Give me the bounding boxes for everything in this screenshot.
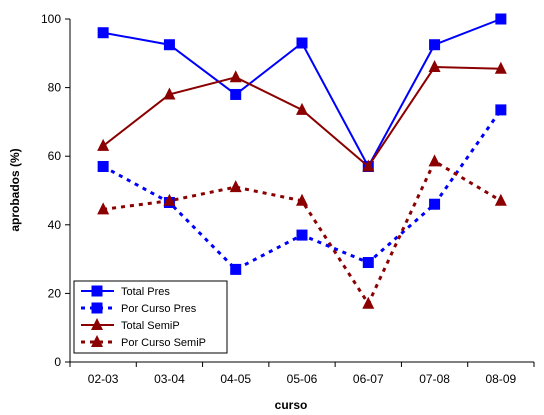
series-por-curso-pres bbox=[97, 104, 507, 275]
series-line-total-semip bbox=[102, 66, 501, 168]
legend-swatch-marker bbox=[91, 285, 103, 297]
data-point-por-curso-pres bbox=[495, 104, 507, 116]
x-tick-label: 06-07 bbox=[353, 372, 384, 386]
x-tick-label: 04-05 bbox=[220, 372, 251, 386]
legend-label: Total Pres bbox=[121, 286, 170, 298]
y-tick-label: 100 bbox=[41, 12, 61, 26]
data-point-total-semip bbox=[296, 102, 308, 115]
legend-item-por-curso-pres: Por Curso Pres bbox=[81, 302, 197, 315]
x-tick-label: 02-03 bbox=[88, 372, 119, 386]
data-point-total-pres bbox=[429, 39, 441, 51]
data-point-por-curso-semip bbox=[97, 202, 110, 215]
legend-item-por-curso-semip: Por Curso SemiP bbox=[81, 335, 206, 349]
series-por-curso-semip bbox=[97, 154, 507, 309]
x-tick-label: 07-08 bbox=[419, 372, 450, 386]
data-point-por-curso-pres bbox=[429, 198, 441, 210]
data-point-total-pres bbox=[97, 27, 109, 39]
y-tick-label: 20 bbox=[48, 286, 62, 300]
series-total-semip bbox=[97, 60, 507, 172]
data-point-por-curso-pres bbox=[362, 257, 374, 269]
data-point-total-pres bbox=[163, 39, 175, 51]
legend-item-total-semip: Total SemiP bbox=[81, 318, 180, 332]
x-tick-label: 05-06 bbox=[287, 372, 318, 386]
data-point-total-semip bbox=[362, 159, 375, 172]
x-axis-title: curso bbox=[275, 398, 308, 412]
data-point-total-semip bbox=[428, 60, 441, 73]
y-tick-label: 0 bbox=[54, 355, 61, 369]
legend-swatch-marker bbox=[91, 302, 103, 314]
data-point-total-pres bbox=[296, 37, 308, 49]
legend: Total Pres Por Curso Pres Total SemiP Por C… bbox=[73, 280, 228, 354]
x-tick-label: 03-04 bbox=[154, 372, 185, 386]
data-point-por-curso-semip bbox=[494, 193, 507, 206]
data-point-por-curso-pres bbox=[97, 160, 109, 172]
y-tick-label: 80 bbox=[48, 81, 62, 95]
data-point-total-pres bbox=[495, 13, 507, 25]
data-point-por-curso-pres bbox=[296, 229, 308, 241]
legend-swatch-marker bbox=[91, 335, 103, 347]
data-point-total-semip bbox=[163, 87, 176, 100]
data-point-total-semip bbox=[494, 61, 507, 74]
legend-label: Por Curso SemiP bbox=[121, 337, 206, 349]
y-tick-label: 60 bbox=[48, 149, 62, 163]
series-layer bbox=[97, 13, 507, 309]
legend-item-total-pres: Total Pres bbox=[81, 285, 170, 298]
x-tick-label: 08-09 bbox=[486, 372, 517, 386]
legend-label: Total SemiP bbox=[121, 320, 180, 332]
series-line-por-curso-pres bbox=[102, 109, 503, 272]
axes: 0 20 40 60 80 100 02-03 03-04 04-05 05-06 06-07 07-… bbox=[41, 12, 535, 386]
legend-swatch-marker bbox=[91, 318, 103, 330]
legend-label: Por Curso Pres bbox=[121, 303, 197, 315]
data-point-total-semip bbox=[97, 138, 110, 151]
data-point-por-curso-semip bbox=[163, 193, 176, 206]
data-point-total-pres bbox=[230, 88, 242, 100]
series-total-pres bbox=[97, 13, 507, 172]
data-point-por-curso-semip bbox=[428, 154, 441, 167]
data-point-por-curso-semip bbox=[229, 180, 242, 193]
y-axis-title: aprobados (%) bbox=[8, 148, 22, 231]
data-point-por-curso-pres bbox=[230, 263, 242, 275]
y-tick-label: 40 bbox=[48, 218, 62, 232]
data-point-por-curso-semip bbox=[362, 296, 375, 309]
data-point-por-curso-semip bbox=[296, 193, 308, 206]
data-point-total-semip bbox=[229, 70, 242, 83]
